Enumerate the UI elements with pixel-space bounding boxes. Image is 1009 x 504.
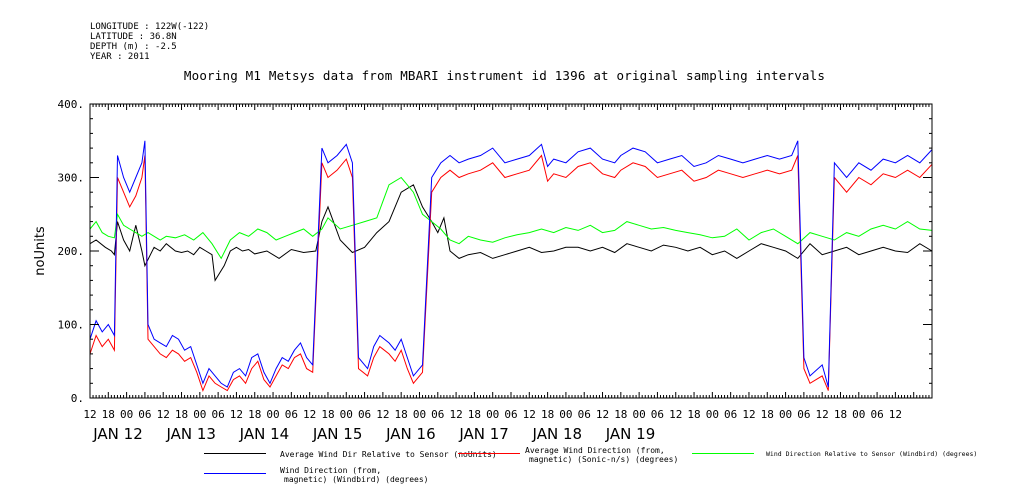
y-tick-label: 100. xyxy=(58,319,85,332)
x-tick-label: 06 xyxy=(870,408,883,421)
x-tick-label: 00 xyxy=(413,408,426,421)
legend-label-red-line2: magnetic) (Sonic-n/s) (degrees) xyxy=(529,455,679,464)
x-tick-label: 06 xyxy=(138,408,151,421)
legend-label-red: Average Wind Direction (from, magnetic) … xyxy=(525,446,678,464)
x-tick-label: 12 xyxy=(157,408,170,421)
x-tick-label: 06 xyxy=(651,408,664,421)
latitude-text: LATITUDE : 36.8N xyxy=(90,32,177,42)
x-tick-label: 18 xyxy=(541,408,554,421)
metadata-block: LONGITUDE : 122W(-122) LATITUDE : 36.8N … xyxy=(90,22,209,62)
day-label: JAN 18 xyxy=(532,425,583,443)
x-tick-label: 18 xyxy=(834,408,847,421)
x-tick-label: 00 xyxy=(633,408,646,421)
day-label: JAN 15 xyxy=(312,425,363,443)
day-label: JAN 14 xyxy=(239,425,290,443)
x-tick-label: 00 xyxy=(559,408,572,421)
legend-label-blue-line2: magnetic) (Windbird) (degrees) xyxy=(284,475,429,484)
x-tick-label: 12 xyxy=(230,408,243,421)
legend-label-green: Wind Direction Relative to Sensor (Windb… xyxy=(766,450,978,458)
x-tick-label: 06 xyxy=(285,408,298,421)
x-tick-label: 00 xyxy=(486,408,499,421)
y-tick-label: 200. xyxy=(58,245,85,258)
day-label: JAN 16 xyxy=(385,425,436,443)
x-tick-label: 12 xyxy=(816,408,829,421)
x-tick-label: 12 xyxy=(889,408,902,421)
x-tick-label: 00 xyxy=(852,408,865,421)
series-line-1 xyxy=(89,154,933,393)
legend-label-blue: Wind Direction (from, magnetic) (Windbir… xyxy=(280,466,429,484)
day-label: JAN 19 xyxy=(605,425,656,443)
x-tick-label: 00 xyxy=(340,408,353,421)
x-tick-label: 06 xyxy=(212,408,225,421)
series-line-0 xyxy=(89,184,933,282)
x-tick-label: 18 xyxy=(687,408,700,421)
x-tick-label: 06 xyxy=(358,408,371,421)
x-tick-label: 00 xyxy=(193,408,206,421)
x-tick-label: 18 xyxy=(321,408,334,421)
x-tick-label: 18 xyxy=(248,408,261,421)
x-tick-label: 18 xyxy=(395,408,408,421)
x-tick-label: 06 xyxy=(724,408,737,421)
longitude-text: LONGITUDE : 122W(-122) xyxy=(90,22,210,32)
x-tick-label: 12 xyxy=(303,408,316,421)
legend-label-blue-line1: Wind Direction (from, xyxy=(280,466,382,475)
chart-title: Mooring M1 Metsys data from MBARI instru… xyxy=(183,68,826,83)
legend-label-black: Average Wind Dir Relative to Sensor (noU… xyxy=(280,450,497,459)
x-tick-label: 18 xyxy=(468,408,481,421)
legend-label-red-line1: Average Wind Direction (from, xyxy=(525,446,665,455)
x-tick-label: 06 xyxy=(504,408,517,421)
x-tick-label: 18 xyxy=(175,408,188,421)
series-line-2 xyxy=(89,176,933,260)
legend-swatch-green xyxy=(692,453,754,454)
x-tick-label: 12 xyxy=(523,408,536,421)
legend-swatch-black xyxy=(204,453,266,454)
x-tick-label: 12 xyxy=(596,408,609,421)
x-tick-label: 12 xyxy=(376,408,389,421)
x-tick-label: 12 xyxy=(669,408,682,421)
y-tick-label: 400. xyxy=(58,98,85,111)
x-tick-label: 18 xyxy=(614,408,627,421)
y-tick-label: 0. xyxy=(71,392,84,405)
x-tick-label: 12 xyxy=(742,408,755,421)
legend-swatch-red xyxy=(458,453,520,454)
x-tick-label: 00 xyxy=(779,408,792,421)
legend-swatch-blue xyxy=(204,473,266,474)
depth-text: DEPTH (m) : -2.5 xyxy=(90,42,177,52)
day-label: JAN 17 xyxy=(458,425,509,443)
x-tick-label: 06 xyxy=(431,408,444,421)
x-tick-label: 12 xyxy=(83,408,96,421)
year-text: YEAR : 2011 xyxy=(90,52,150,62)
series-line-3 xyxy=(89,140,933,388)
x-tick-label: 06 xyxy=(578,408,591,421)
x-tick-label: 06 xyxy=(797,408,810,421)
day-label: JAN 13 xyxy=(165,425,216,443)
x-tick-label: 00 xyxy=(706,408,719,421)
x-tick-label: 00 xyxy=(120,408,133,421)
day-label: JAN 12 xyxy=(92,425,143,443)
x-tick-label: 12 xyxy=(449,408,462,421)
y-axis-label: noUnits xyxy=(33,226,48,276)
x-tick-label: 18 xyxy=(761,408,774,421)
x-tick-label: 00 xyxy=(266,408,279,421)
x-tick-label: 18 xyxy=(102,408,115,421)
y-tick-label: 300. xyxy=(58,172,85,185)
